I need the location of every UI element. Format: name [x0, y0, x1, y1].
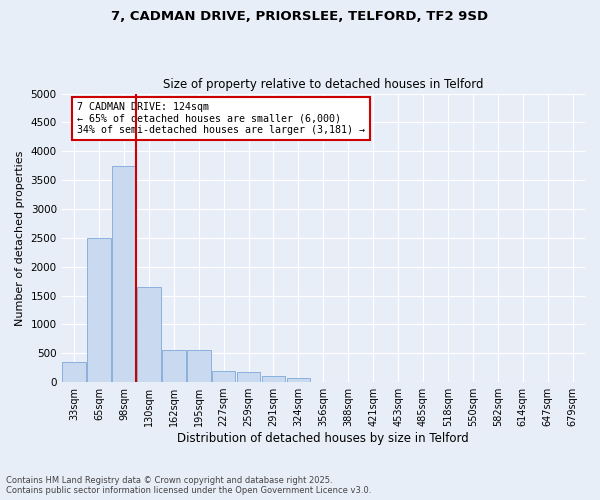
Y-axis label: Number of detached properties: Number of detached properties — [15, 150, 25, 326]
Bar — [162, 350, 185, 382]
Bar — [262, 376, 286, 382]
X-axis label: Distribution of detached houses by size in Telford: Distribution of detached houses by size … — [178, 432, 469, 445]
Bar — [87, 238, 111, 382]
Bar — [212, 370, 235, 382]
Bar — [187, 350, 211, 382]
Bar — [137, 287, 161, 382]
Text: Contains HM Land Registry data © Crown copyright and database right 2025.
Contai: Contains HM Land Registry data © Crown c… — [6, 476, 371, 495]
Bar — [237, 372, 260, 382]
Bar — [112, 166, 136, 382]
Text: 7, CADMAN DRIVE, PRIORSLEE, TELFORD, TF2 9SD: 7, CADMAN DRIVE, PRIORSLEE, TELFORD, TF2… — [112, 10, 488, 23]
Bar — [62, 362, 86, 382]
Bar — [287, 378, 310, 382]
Title: Size of property relative to detached houses in Telford: Size of property relative to detached ho… — [163, 78, 484, 91]
Text: 7 CADMAN DRIVE: 124sqm
← 65% of detached houses are smaller (6,000)
34% of semi-: 7 CADMAN DRIVE: 124sqm ← 65% of detached… — [77, 102, 365, 136]
